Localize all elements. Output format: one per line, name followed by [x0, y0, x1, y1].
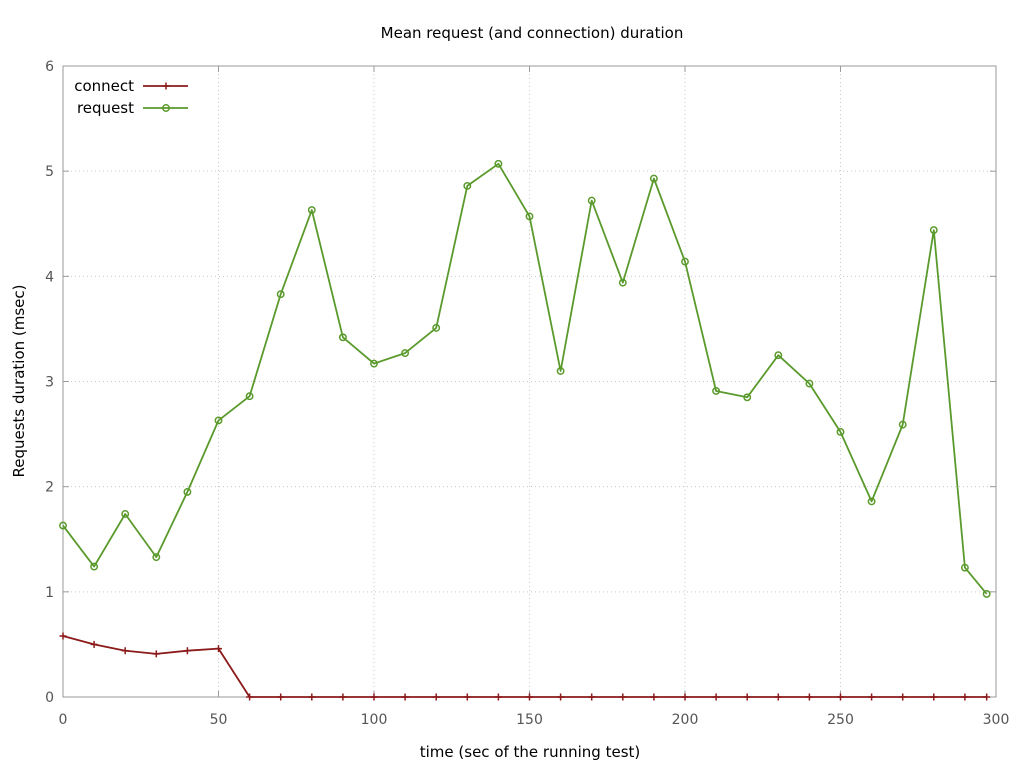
x-axis-title: time (sec of the running test) [420, 743, 641, 761]
y-axis-title: Requests duration (msec) [10, 284, 28, 477]
x-tick-label: 0 [59, 712, 68, 728]
point-connect [983, 693, 991, 701]
legend-label: request [77, 99, 134, 117]
point-request [556, 367, 565, 375]
legend-item-request: request [77, 99, 188, 117]
x-tick-label: 200 [672, 712, 699, 728]
point-connect [899, 693, 907, 701]
point-request [898, 420, 907, 429]
point-connect [650, 693, 658, 701]
point-request [370, 359, 378, 368]
point-connect [619, 693, 627, 701]
series-line-request [62, 162, 988, 595]
grid [63, 66, 996, 697]
y-tick-label: 4 [45, 269, 54, 285]
series-layer [59, 159, 991, 701]
y-tick-label: 5 [45, 164, 54, 180]
point-connect [681, 693, 689, 701]
point-request [463, 181, 472, 190]
point-request [214, 416, 223, 425]
point-connect [401, 693, 409, 701]
y-tick-label: 1 [45, 585, 54, 601]
point-request [432, 323, 441, 332]
point-request [525, 212, 534, 221]
legend-label: connect [74, 77, 134, 95]
point-request [245, 392, 254, 401]
point-request [929, 226, 938, 235]
point-connect [432, 693, 440, 701]
x-tick-label: 250 [827, 712, 854, 728]
point-connect [743, 693, 751, 701]
point-connect [588, 693, 596, 701]
point-request [774, 351, 783, 360]
y-tick-label: 2 [45, 480, 54, 496]
x-tick-label: 100 [361, 712, 388, 728]
point-connect [774, 693, 782, 701]
point-connect [370, 693, 378, 701]
point-connect [805, 693, 813, 701]
point-request [276, 290, 285, 299]
axis-ticks: 0 50 100 150 200 250 300 0 1 2 3 4 5 6 [45, 59, 1009, 728]
legend-item-connect: connect [74, 77, 188, 95]
point-connect [246, 693, 254, 701]
point-connect [526, 693, 533, 701]
point-connect [59, 632, 67, 640]
point-connect [930, 693, 938, 701]
point-request [867, 497, 876, 506]
point-connect [557, 693, 565, 701]
y-tick-label: 6 [45, 59, 54, 75]
y-tick-label: 0 [45, 690, 54, 706]
point-request [743, 393, 752, 402]
series-connect [59, 632, 991, 701]
point-request [681, 257, 689, 266]
point-request [649, 174, 658, 183]
point-connect [277, 693, 285, 701]
point-connect [215, 645, 222, 653]
point-connect [339, 693, 347, 701]
point-request [338, 333, 347, 342]
legend: connect request [74, 77, 188, 117]
series-line-connect [62, 635, 987, 698]
point-request [401, 349, 410, 358]
series-request [59, 159, 991, 598]
point-connect [712, 693, 720, 701]
point-connect [183, 647, 191, 655]
point-connect [494, 693, 502, 701]
point-request [805, 379, 814, 388]
point-request [121, 510, 130, 518]
point-legend-request [162, 104, 170, 112]
point-request [836, 428, 845, 436]
point-connect [463, 693, 471, 701]
point-request [494, 159, 503, 168]
point-request [960, 563, 969, 572]
point-connect [152, 650, 160, 658]
point-request [152, 553, 161, 562]
y-tick-label: 3 [45, 375, 54, 391]
x-tick-label: 150 [516, 712, 543, 728]
point-request [90, 562, 99, 571]
point-connect [868, 693, 876, 701]
point-request [183, 487, 192, 496]
point-legend-connect [162, 82, 170, 90]
point-request [618, 278, 627, 287]
x-tick-label: 300 [983, 712, 1010, 728]
point-request [587, 196, 596, 205]
chart-title: Mean request (and connection) duration [381, 24, 684, 42]
point-connect [837, 693, 844, 701]
point-request [982, 589, 991, 598]
point-connect [961, 693, 969, 701]
point-request [712, 387, 721, 395]
point-connect [308, 693, 316, 701]
point-connect [90, 640, 98, 648]
x-tick-label: 50 [210, 712, 228, 728]
point-connect [121, 647, 129, 655]
point-request [307, 206, 316, 215]
point-request [59, 521, 67, 530]
